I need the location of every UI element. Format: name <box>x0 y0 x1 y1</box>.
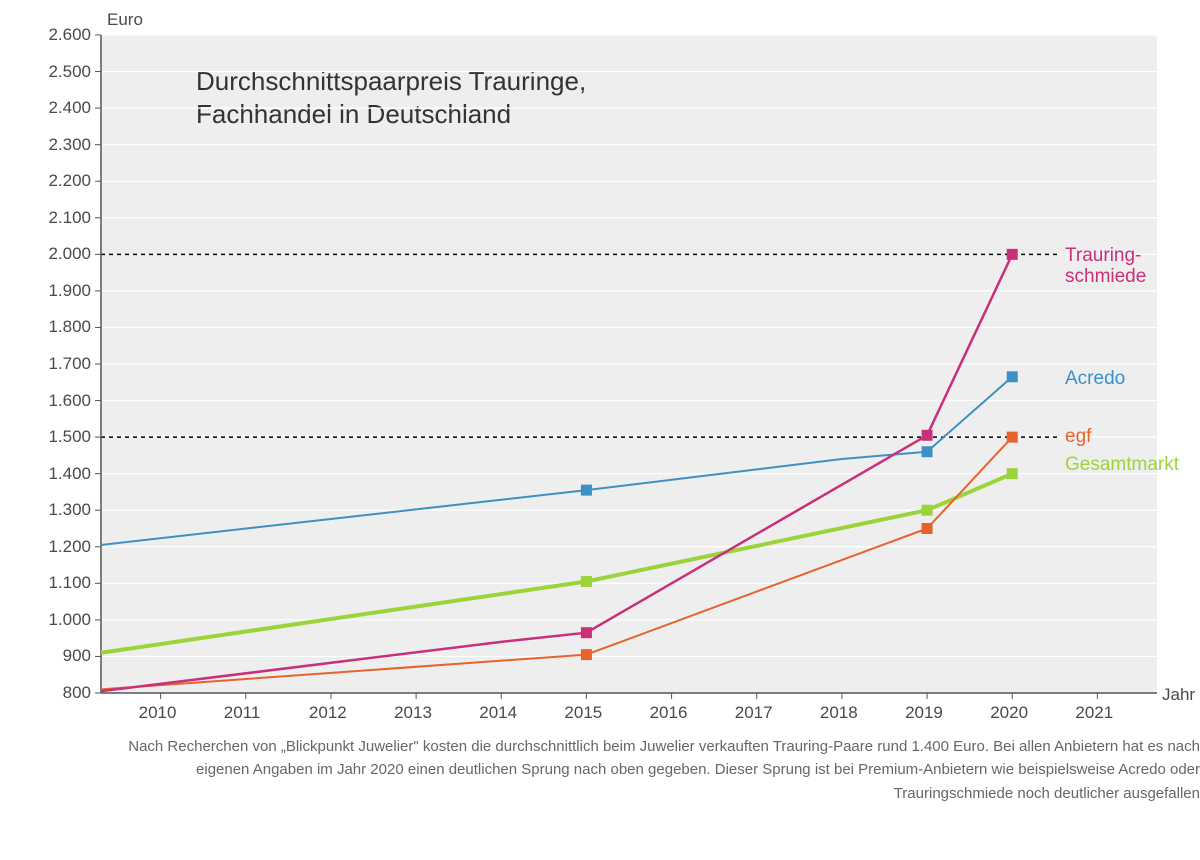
x-tick-label: 2011 <box>224 703 261 723</box>
y-tick-label: 1.800 <box>48 317 91 337</box>
x-tick-label: 2013 <box>394 703 432 723</box>
x-tick-label: 2016 <box>650 703 688 723</box>
y-tick-label: 2.100 <box>48 208 91 228</box>
series-label-trauringschmiede: Trauring-schmiede <box>1065 246 1146 288</box>
chart-container: Euro Jahr Durchschnittspaarpreis Traurin… <box>0 0 1200 860</box>
series-label-acredo: Acredo <box>1065 369 1125 390</box>
x-tick-label: 2010 <box>139 703 177 723</box>
y-tick-label: 2.400 <box>48 98 91 118</box>
series-label-egf: egf <box>1065 427 1091 448</box>
y-tick-label: 1.400 <box>48 464 91 484</box>
x-tick-label: 2012 <box>309 703 347 723</box>
y-tick-label: 1.500 <box>48 427 91 447</box>
y-tick-label: 2.500 <box>48 62 91 82</box>
x-tick-label: 2019 <box>905 703 943 723</box>
y-tick-label: 1.700 <box>48 354 91 374</box>
x-tick-label: 2014 <box>479 703 517 723</box>
chart-svg <box>0 0 1200 860</box>
y-tick-label: 2.000 <box>48 244 91 264</box>
y-tick-label: 2.600 <box>48 25 91 45</box>
y-tick-label: 1.300 <box>48 500 91 520</box>
x-tick-label: 2017 <box>735 703 773 723</box>
y-tick-label: 900 <box>63 646 91 666</box>
y-tick-label: 800 <box>63 683 91 703</box>
chart-caption: Nach Recherchen von „Blickpunkt Juwelier… <box>100 735 1200 805</box>
y-tick-label: 2.300 <box>48 135 91 155</box>
y-tick-label: 1.600 <box>48 391 91 411</box>
x-tick-label: 2018 <box>820 703 858 723</box>
x-tick-label: 2020 <box>990 703 1028 723</box>
y-tick-label: 1.200 <box>48 537 91 557</box>
x-tick-label: 2021 <box>1075 703 1113 723</box>
y-tick-label: 1.100 <box>48 573 91 593</box>
series-label-gesamtmarkt: Gesamtmarkt <box>1065 455 1179 476</box>
y-tick-label: 1.900 <box>48 281 91 301</box>
y-tick-label: 2.200 <box>48 171 91 191</box>
x-tick-label: 2015 <box>564 703 602 723</box>
y-tick-label: 1.000 <box>48 610 91 630</box>
